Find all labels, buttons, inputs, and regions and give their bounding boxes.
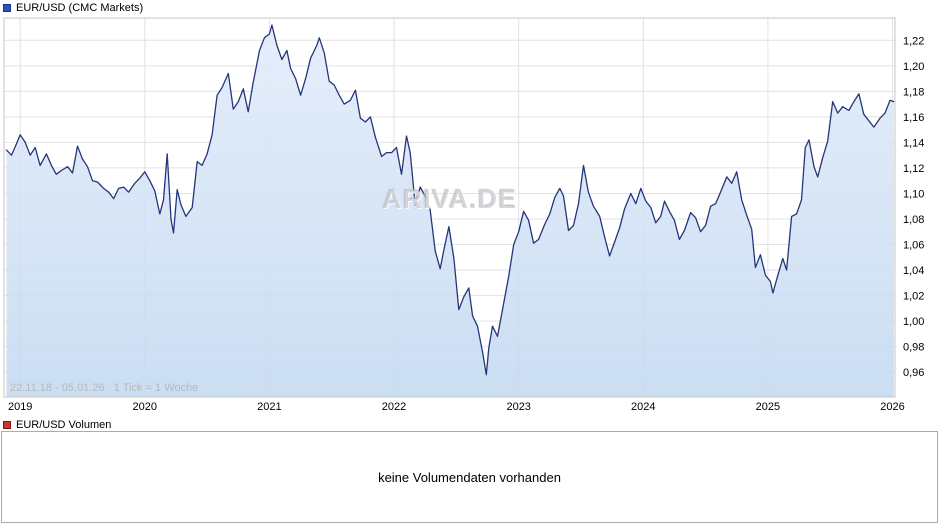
y-axis-label: 1,16 <box>903 112 924 124</box>
y-axis-label: 1,20 <box>903 61 924 73</box>
no-volume-message: keine Volumendaten vorhanden <box>378 469 561 485</box>
volume-legend: EUR/USD Volumen <box>3 419 111 431</box>
price-line <box>5 24 895 376</box>
y-axis-label: 1,00 <box>903 316 924 328</box>
price-chart-panel: 1,22 1,20 1,18 1,16 1,14 1,12 1,10 1,08 1,06 1,04… <box>0 14 940 414</box>
volume-series-marker-icon <box>3 421 11 429</box>
y-axis-label: 1,18 <box>903 86 924 98</box>
y-axis-label: 1,02 <box>903 291 924 303</box>
volume-panel: keine Volumendaten vorhanden <box>1 431 938 523</box>
y-axis-label: 0,98 <box>903 342 924 354</box>
x-axis-label: 2022 <box>382 401 406 413</box>
price-chart: 1,22 1,20 1,18 1,16 1,14 1,12 1,10 1,08 1,06 1,04… <box>3 17 924 413</box>
volume-title: EUR/USD Volumen <box>16 419 112 431</box>
y-axis-label: 1,12 <box>903 163 924 175</box>
x-axis-label: 2021 <box>257 401 281 413</box>
y-axis-label: 1,10 <box>903 189 924 201</box>
x-axis-label: 2023 <box>506 401 530 413</box>
x-axis-label: 2024 <box>631 401 655 413</box>
date-range-label: 22.11.18 - 05.01.26 1 Tick = 1 Woche <box>10 382 199 394</box>
y-axis-label: 1,04 <box>903 265 924 277</box>
price-series-marker-icon <box>3 4 11 12</box>
y-axis-label: 0,96 <box>903 367 924 379</box>
y-axis-label: 1,06 <box>903 240 924 252</box>
chart-title: EUR/USD (CMC Markets) <box>16 2 144 14</box>
y-axis-label: 1,22 <box>903 35 924 47</box>
x-axis-label: 2019 <box>8 401 32 413</box>
price-area <box>6 25 894 397</box>
plot-border <box>3 17 896 398</box>
chart-legend: EUR/USD (CMC Markets) <box>3 2 143 14</box>
y-axis-label: 1,08 <box>903 214 924 226</box>
x-axis-label: 2025 <box>756 401 780 413</box>
x-axis-label: 2026 <box>880 401 904 413</box>
y-axis-label: 1,14 <box>903 137 924 149</box>
x-axis-label: 2020 <box>133 401 157 413</box>
